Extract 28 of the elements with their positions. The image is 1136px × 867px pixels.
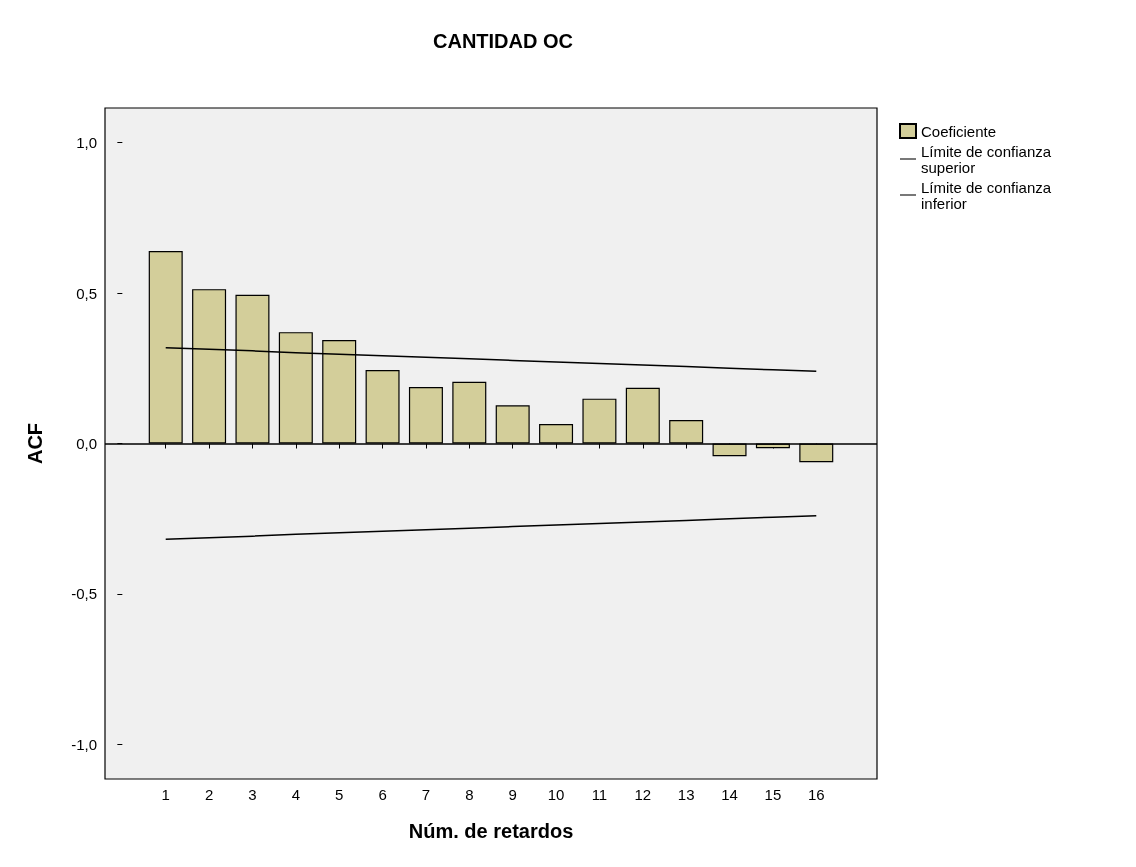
x-tick-label: 9: [508, 786, 517, 803]
legend-label: Coeficiente: [921, 122, 997, 140]
x-tick-label: 1: [161, 786, 170, 803]
chart-title: CANTIDAD OC: [433, 30, 573, 52]
x-tick-label: 2: [204, 786, 214, 803]
y-tick-label: -1,0: [71, 735, 97, 753]
x-axis-title: Núm. de retardos: [408, 820, 574, 842]
y-tick-label: 0,0: [76, 435, 97, 452]
x-tick-label: 15: [764, 786, 782, 803]
x-tick-label: 16: [807, 786, 825, 803]
legend-label: Límite de confianza superior: [921, 142, 1056, 176]
legend-label: Límite de confianza inferior: [921, 178, 1056, 212]
x-tick-label: 13: [677, 786, 695, 803]
y-tick-label: 0,5: [76, 284, 97, 302]
x-tick-label: 6: [378, 786, 387, 803]
x-tick-label: 7: [421, 786, 431, 803]
x-tick-label: 11: [591, 786, 608, 803]
x-tick-label: 4: [291, 786, 300, 803]
x-tick-label: 8: [465, 786, 474, 803]
y-tick-label: 1,0: [76, 134, 97, 152]
x-tick-label: 12: [634, 786, 652, 803]
x-tick-label: 10: [547, 786, 565, 803]
y-axis-title: ACF: [24, 422, 46, 465]
x-tick-label: 5: [335, 786, 344, 803]
x-tick-label: 14: [721, 786, 738, 803]
line-series: [164, 514, 818, 540]
y-tick-label: -0,5: [71, 585, 97, 603]
x-tick-label: 3: [248, 786, 257, 803]
